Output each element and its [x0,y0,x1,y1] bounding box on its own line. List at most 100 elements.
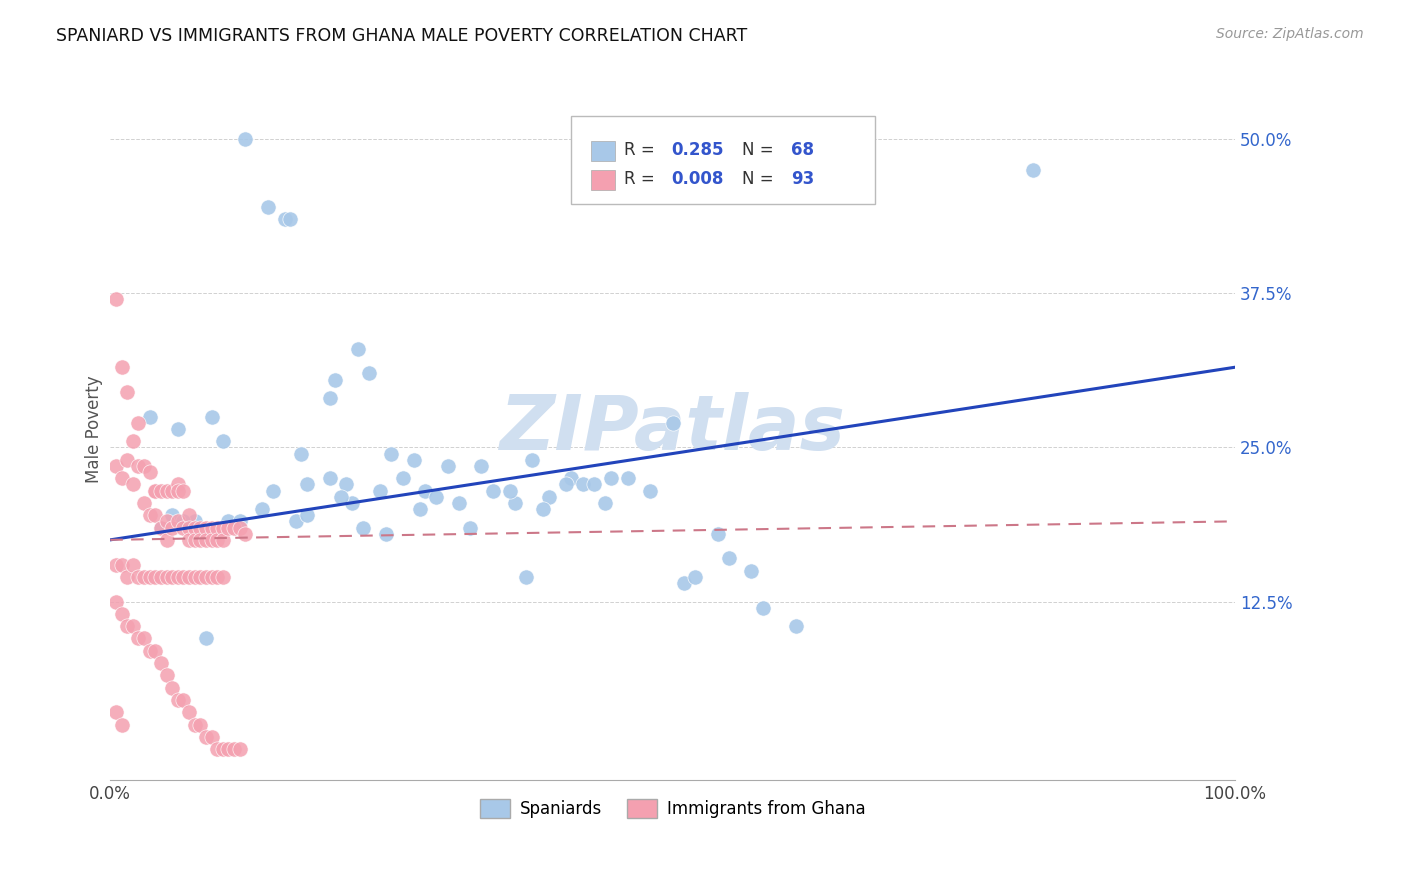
Point [599,471,621,485]
Point [200,409,222,424]
Point [340,496,363,510]
Point [751,600,773,615]
Point [357,367,380,381]
Point [408,502,430,516]
Point [740,564,762,578]
Point [1021,162,1043,177]
Point [155,514,177,528]
Point [323,373,346,387]
Point [183,533,205,547]
Point [368,483,391,498]
Point [127,458,149,473]
Point [121,434,143,449]
Text: N =: N = [742,141,779,159]
Point [194,632,217,646]
Point [143,570,166,584]
Point [335,477,357,491]
Point [374,526,396,541]
Text: R =: R = [624,169,661,187]
Point [115,384,138,399]
Point [104,558,127,572]
Bar [591,169,616,190]
Point [194,730,217,744]
Point [143,483,166,498]
Point [228,514,250,528]
Point [138,465,160,479]
Point [172,514,194,528]
Point [228,520,250,534]
Point [571,477,593,491]
Point [104,594,127,608]
Point [515,570,537,584]
Point [177,508,200,523]
Point [188,570,211,584]
Point [661,416,683,430]
Point [262,483,284,498]
Point [380,446,402,460]
Point [205,520,228,534]
Bar [591,141,616,161]
Point [138,644,160,658]
Point [205,742,228,756]
Point [138,409,160,424]
Point [121,477,143,491]
Point [110,558,132,572]
Point [115,570,138,584]
Point [188,520,211,534]
Point [172,570,194,584]
Point [470,458,492,473]
Point [194,570,217,584]
Point [172,520,194,534]
Point [194,533,217,547]
Point [172,483,194,498]
Point [155,483,177,498]
Text: N =: N = [742,169,779,187]
Point [160,483,183,498]
Point [155,570,177,584]
Text: ZIPatlas: ZIPatlas [499,392,845,466]
Point [638,483,661,498]
Point [222,520,245,534]
Point [132,496,155,510]
Point [149,520,172,534]
Point [402,452,425,467]
Point [560,471,582,485]
Point [200,730,222,744]
Point [295,508,318,523]
Point [233,132,256,146]
Point [250,502,273,516]
Point [785,619,807,633]
Point [706,526,728,541]
Point [233,526,256,541]
Point [121,619,143,633]
Point [155,533,177,547]
Point [115,619,138,633]
Point [717,551,740,566]
Point [177,706,200,720]
Text: R =: R = [624,141,661,159]
Point [166,514,188,528]
Point [127,416,149,430]
Point [132,632,155,646]
Point [481,483,503,498]
Point [160,570,183,584]
Point [177,520,200,534]
Point [638,157,661,171]
Point [672,576,695,591]
Point [166,570,188,584]
Point [138,570,160,584]
Point [616,471,638,485]
Point [222,742,245,756]
Point [498,483,520,498]
Point [110,718,132,732]
Point [211,434,233,449]
Point [256,200,278,214]
Point [110,471,132,485]
Point [447,496,470,510]
Point [520,452,543,467]
FancyBboxPatch shape [571,116,875,204]
Point [166,422,188,436]
Point [183,514,205,528]
Point [217,514,239,528]
Point [177,533,200,547]
